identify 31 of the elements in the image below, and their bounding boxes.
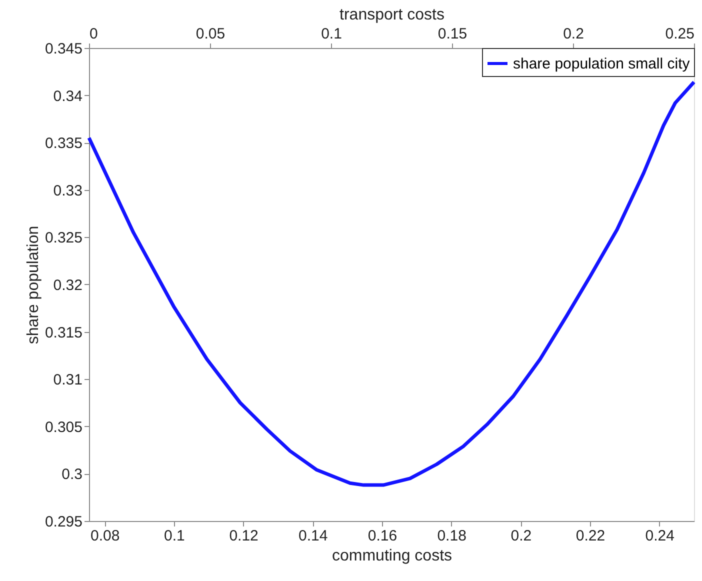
y-tick-label: 0.325 [44, 230, 82, 247]
y-tick-label: 0.315 [44, 324, 82, 342]
y-tick-label: 0.31 [53, 372, 82, 389]
x2-axis-title: transport costs [340, 6, 444, 24]
x-tick-label: 0.08 [90, 528, 120, 544]
x-tick-label: 0.2 [510, 528, 532, 544]
y-tick-label: 0.335 [44, 135, 82, 152]
x-tick-label: 0.16 [368, 528, 398, 544]
x-tick-label: 0.18 [437, 528, 466, 544]
y-tick-label: 0.305 [44, 418, 82, 436]
x2-tick-label: 0.1 [321, 26, 342, 42]
y-tick-label: 0.345 [44, 40, 82, 58]
x-tick-label: 0.12 [229, 528, 258, 544]
x-tick-label: 0.1 [164, 528, 185, 544]
y-tick-label: 0.34 [53, 88, 82, 105]
y-tick-label: 0.33 [53, 182, 82, 200]
x2-tick-label: 0.2 [563, 26, 584, 42]
legend-label: share population small city [513, 56, 690, 72]
y-tick-label: 0.32 [53, 277, 82, 294]
line-series [87, 80, 696, 487]
y-tick-label: 0.295 [44, 514, 82, 530]
y-axis-title: share population [24, 226, 42, 344]
x-tick-label: 0.22 [576, 528, 606, 544]
y-tick-label: 0.3 [62, 466, 82, 484]
x-tick-label: 0.24 [645, 528, 674, 544]
x2-tick-label: 0.05 [196, 26, 226, 42]
x2-tick-label: 0.25 [665, 26, 694, 42]
x-tick-label: 0.14 [298, 528, 328, 544]
x2-tick-label: 0.15 [438, 26, 468, 42]
x2-tick-label: 0 [90, 26, 98, 42]
x-axis-title: commuting costs [332, 548, 452, 564]
